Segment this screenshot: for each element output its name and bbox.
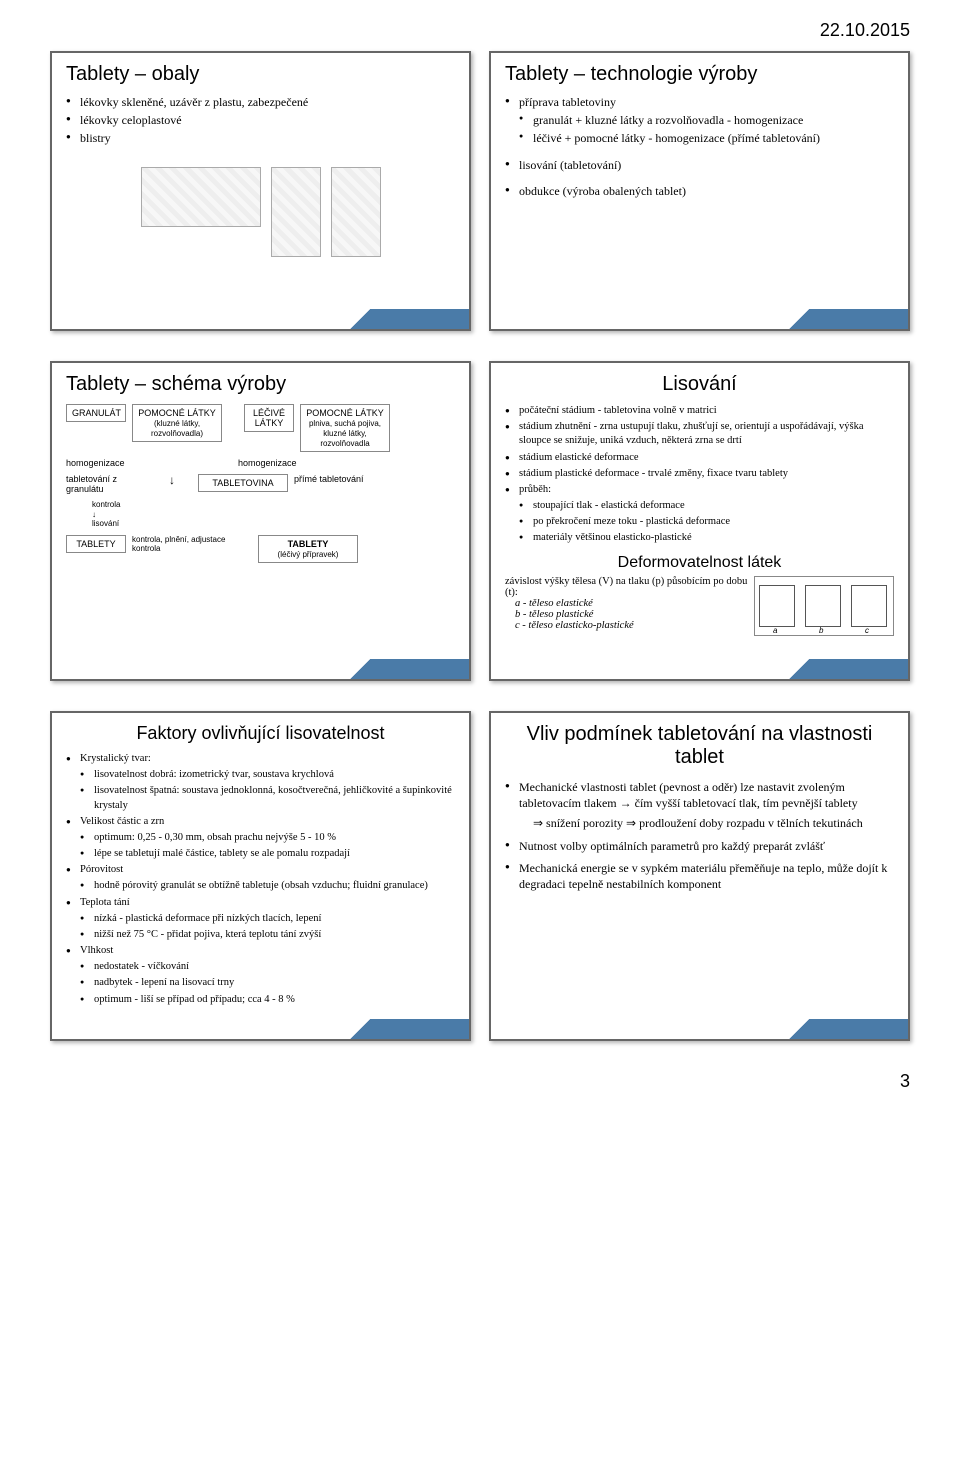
accent-bar [349,1019,469,1039]
accent-bar [788,1019,908,1039]
slide-vliv-podminek: Vliv podmínek tabletování na vlastnosti … [489,711,910,1041]
slide4-item: stádium elastické deformace [505,451,894,465]
slide5-item: nedostatek - víčkování [80,960,455,974]
deform-diagram: a b c [754,576,894,636]
box-pomocne1-sub: (kluzné látky, rozvolňovadla) [151,419,203,438]
box-tabletovina: TABLETOVINA [198,474,288,492]
slide2-sub: léčivé + pomocné látky - homogenizace (p… [519,130,894,146]
box-tablety2: TABLETY (léčivý přípravek) [258,535,358,563]
slide1-item: lékovky skleněné, uzávěr z plastu, zabez… [66,94,455,110]
row-1: Tablety – obaly lékovky skleněné, uzávěr… [50,51,910,331]
box-lecive: LÉČIVÉ LÁTKY [244,404,294,432]
slide5-porovitost: Pórovitost hodně pórovitý granulát se ob… [66,863,455,893]
slide1-title: Tablety – obaly [66,63,455,86]
slide-schema-vyroby: Tablety – schéma výroby GRANULÁT POMOCNÉ… [50,361,471,681]
row-3: Faktory ovlivňující lisovatelnost Krysta… [50,711,910,1041]
slide3-title: Tablety – schéma výroby [66,373,455,396]
box-tablety2-sub: (léčivý přípravek) [278,550,339,559]
slide4-item-label: průběh: [519,484,551,495]
slide5-krystal: Krystalický tvar: lisovatelnost dobrá: i… [66,752,455,813]
page-number: 3 [50,1071,910,1092]
slide2-item-label: příprava tabletoviny [519,95,616,109]
slide4-sub: materiály většinou elasticko-plastické [519,531,894,545]
slide-faktory: Faktory ovlivňující lisovatelnost Krysta… [50,711,471,1041]
slide4-item: počáteční stádium - tabletovina volně v … [505,404,894,418]
slide-lisovani: Lisování počáteční stádium - tabletovina… [489,361,910,681]
label-homogenizace1: homogenizace [66,458,146,468]
slide5-item: optimum - liší se případ od případu; cca… [80,993,455,1007]
slide2-item: lisování (tabletování) [505,157,894,173]
image-bottle [271,167,321,257]
slide5-title: Faktory ovlivňující lisovatelnost [66,723,455,744]
accent-bar [788,309,908,329]
box-pomocne2-sub: plniva, suchá pojiva, kluzné látky, rozv… [309,419,381,448]
row-2: Tablety – schéma výroby GRANULÁT POMOCNÉ… [50,361,910,681]
slide2-title: Tablety – technologie výroby [505,63,894,86]
slide6-item: Mechanické vlastnosti tablet (pevnost a … [505,779,894,832]
slide5-item: lépe se tabletují malé částice, tablety … [80,847,455,861]
accent-bar [349,659,469,679]
slide5-item: optimum: 0,25 - 0,30 mm, obsah prachu ne… [80,831,455,845]
slide4-item: stádium zhutnění - zrna ustupují tlaku, … [505,420,894,448]
slide2-item: příprava tabletoviny granulát + kluzné l… [505,94,894,147]
slide5-h-velikost: Velikost částic a zrn [80,816,164,827]
slide6-item-label: Mechanické vlastnosti tablet (pevnost a … [519,780,858,810]
image-paralen [141,167,261,227]
slide5-item: nízká - plastická deformace při nízkých … [80,912,455,926]
label-homogenizace2: homogenizace [238,458,318,468]
slide4-item: stádium plastické deformace - trvalé změ… [505,467,894,481]
box-tablety2-label: TABLETY [288,539,329,549]
slide2-item: obdukce (výroba obalených tablet) [505,183,894,199]
slide6-sub: ⇒ snížení porozity ⇒ prodloužení doby ro… [519,815,894,831]
label-tabl-z-gran: tabletování z granulátu [66,474,146,494]
deform-label-a: a [773,626,777,635]
slide6-title: Vliv podmínek tabletování na vlastnosti … [505,723,894,769]
accent-bar [788,659,908,679]
slide5-teplota: Teplota tání nízká - plastická deformace… [66,896,455,943]
slide5-h-vlhkost: Vlhkost [80,945,113,956]
page-date: 22.10.2015 [50,20,910,41]
image-vapnik [331,167,381,257]
box-pomocne2: POMOCNÉ LÁTKY plniva, suchá pojiva, kluz… [300,404,390,452]
slide5-item: hodně pórovitý granulát se obtížně table… [80,879,455,893]
slide5-h-porovitost: Pórovitost [80,864,123,875]
slide5-h-teplota: Teplota tání [80,897,130,908]
accent-bar [349,309,469,329]
slide6-item: Mechanická energie se v sypkém materiálu… [505,860,894,892]
slide5-item: nižší než 75 °C - přidat pojiva, která t… [80,928,455,942]
label-prime: přímé tabletování [294,474,364,484]
label-kpa: kontrola, plnění, adjustace kontrola [132,535,252,553]
slide4-sub: stoupající tlak - elastická deformace [519,499,894,513]
slide5-velikost: Velikost částic a zrn optimum: 0,25 - 0,… [66,815,455,862]
deform-label-b: b [819,626,823,635]
slide5-vlhkost: Vlhkost nedostatek - víčkování nadbytek … [66,944,455,1007]
deform-label-c: c [865,626,869,635]
label-lisovani: lisování [92,519,119,528]
box-pomocne1-label: POMOCNÉ LÁTKY [138,408,216,418]
box-tablety1: TABLETY [66,535,126,553]
box-pomocne1: POMOCNÉ LÁTKY (kluzné látky, rozvolňovad… [132,404,222,442]
slide5-item: lisovatelnost dobrá: izometrický tvar, s… [80,768,455,782]
slide5-item: nadbytek - lepení na lisovací trny [80,976,455,990]
slide-technologie-vyroby: Tablety – technologie výroby příprava ta… [489,51,910,331]
deform-title: Deformovatelnost látek [505,554,894,572]
slide4-title: Lisování [505,373,894,396]
arrow-down-icon: ↓ [152,474,192,486]
slide4-sub: po překročení meze toku - plastická defo… [519,515,894,529]
box-granulat: GRANULÁT [66,404,126,422]
slide1-item: lékovky celoplastové [66,112,455,128]
slide4-item: průběh: stoupající tlak - elastická defo… [505,483,894,546]
box-pomocne2-label: POMOCNÉ LÁTKY [306,408,384,418]
slide2-sub: granulát + kluzné látky a rozvolňovadla … [519,112,894,128]
slide6-item: Nutnost volby optimálních parametrů pro … [505,838,894,854]
slide5-item: lisovatelnost špatná: soustava jednoklon… [80,784,455,812]
slide5-h-krystal: Krystalický tvar: [80,753,151,764]
label-kontrola: kontrola [92,500,120,509]
slide-tablety-obaly: Tablety – obaly lékovky skleněné, uzávěr… [50,51,471,331]
schema-diagram: GRANULÁT POMOCNÉ LÁTKY (kluzné látky, ro… [66,404,455,563]
slide1-item: blistry [66,130,455,146]
